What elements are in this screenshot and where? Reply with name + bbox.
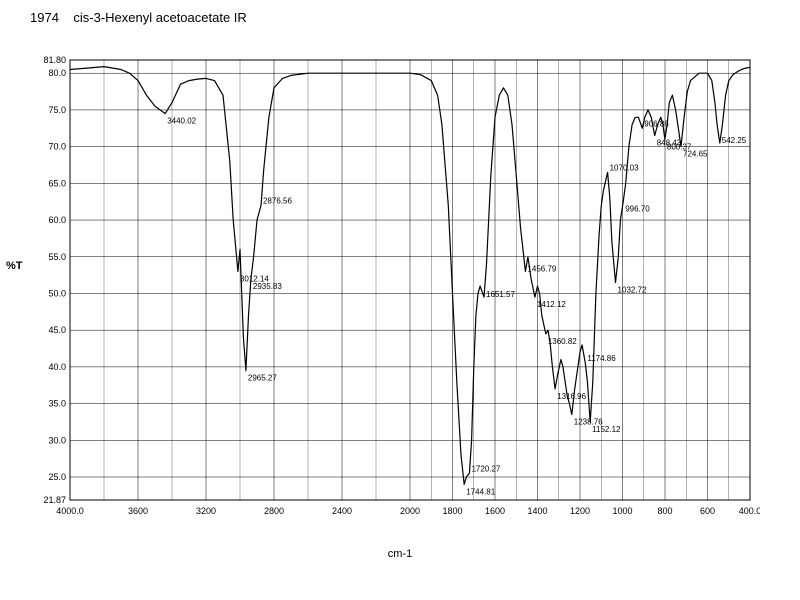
y-tick-label: 75.0 xyxy=(48,105,66,115)
peak-label: 1651.57 xyxy=(486,290,515,299)
chart-name: cis-3-Hexenyl acetoacetate IR xyxy=(73,10,246,25)
peak-label: 724.65 xyxy=(683,150,708,159)
x-tick-label: 3200 xyxy=(196,506,216,516)
y-tick-label: 81.80 xyxy=(43,55,66,65)
peak-label: 906.86 xyxy=(644,119,669,128)
y-tick-label: 45.0 xyxy=(48,325,66,335)
y-tick-label: 50.0 xyxy=(48,288,66,298)
peak-label: 1070.03 xyxy=(610,163,639,172)
peak-label: 2965.27 xyxy=(248,374,277,383)
peak-label: 1412.12 xyxy=(537,300,566,309)
chart-id: 1974 xyxy=(30,10,59,25)
y-tick-label: 70.0 xyxy=(48,142,66,152)
y-axis-label: %T xyxy=(6,260,23,272)
peak-label: 1174.86 xyxy=(587,354,616,363)
peak-label: 1360.82 xyxy=(548,337,577,346)
x-axis-label: cm-1 xyxy=(0,548,800,560)
x-tick-label: 3600 xyxy=(128,506,148,516)
y-tick-label: 25.0 xyxy=(48,472,66,482)
y-tick-label: 65.0 xyxy=(48,178,66,188)
peak-label: 542.25 xyxy=(722,136,747,145)
peak-label: 996.70 xyxy=(625,205,650,214)
peak-label: 1456.79 xyxy=(527,264,556,273)
y-tick-label: 30.0 xyxy=(48,435,66,445)
x-tick-label: 1400 xyxy=(527,506,547,516)
peak-label: 2876.56 xyxy=(263,196,292,205)
y-tick-label: 35.0 xyxy=(48,399,66,409)
x-tick-label: 2800 xyxy=(264,506,284,516)
y-tick-label: 55.0 xyxy=(48,252,66,262)
peak-label: 2935.83 xyxy=(253,282,282,291)
x-tick-label: 1800 xyxy=(442,506,462,516)
x-tick-label: 4000.0 xyxy=(56,506,84,516)
chart-title: 1974 cis-3-Hexenyl acetoacetate IR xyxy=(30,10,247,25)
y-tick-label: 80.0 xyxy=(48,68,66,78)
y-tick-label: 40.0 xyxy=(48,362,66,372)
peak-label: 3440.02 xyxy=(167,117,196,126)
y-tick-label: 21.87 xyxy=(43,495,66,505)
ir-spectrum-plot: 4000.0 3600 3200 2800 2400 2000 1800 1600 1400 12… xyxy=(40,55,760,525)
peak-label: 1316.96 xyxy=(557,392,586,401)
x-tick-label: 400.0 xyxy=(739,506,760,516)
x-tick-label: 1600 xyxy=(485,506,505,516)
x-tick-label: 600 xyxy=(700,506,715,516)
x-tick-label: 1200 xyxy=(570,506,590,516)
y-tick-label: 60.0 xyxy=(48,215,66,225)
peak-label: 1032.72 xyxy=(618,285,647,294)
x-tick-label: 1000 xyxy=(612,506,632,516)
x-tick-label: 2400 xyxy=(332,506,352,516)
x-tick-label: 800 xyxy=(657,506,672,516)
peak-label: 1744.81 xyxy=(466,487,495,496)
peak-label: 1152.12 xyxy=(592,425,621,434)
x-tick-label: 2000 xyxy=(400,506,420,516)
peak-label: 1720.27 xyxy=(471,464,500,473)
